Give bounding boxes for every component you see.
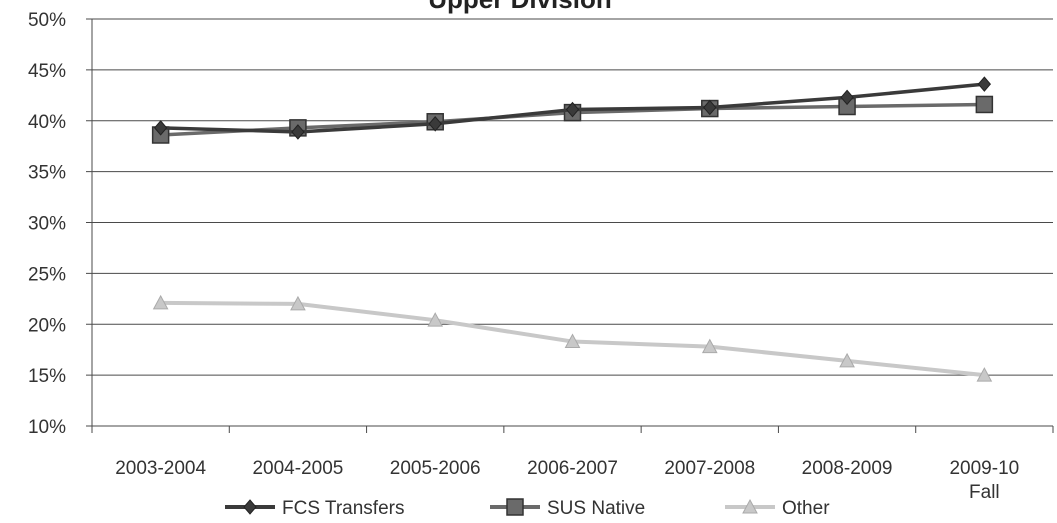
x-tick-label: 2007-2008	[664, 458, 755, 479]
data-point-fcs-transfers	[703, 99, 717, 116]
legend-label-other: Other	[782, 498, 830, 519]
gridlines	[92, 18, 1053, 376]
y-tick-label: 20%	[28, 315, 66, 336]
y-tick-label: 15%	[28, 366, 66, 387]
y-tick-label: 10%	[28, 417, 66, 438]
data-point-other	[152, 294, 169, 310]
x-tick-label: 2008-2009	[802, 458, 893, 479]
x-tick-label: 2003-2004	[115, 458, 206, 479]
data-point-other	[290, 295, 306, 311]
legend-marker-sus-native	[506, 498, 524, 516]
x-tick-label: 2009-10 Fall	[949, 458, 1019, 503]
y-tick-label: 25%	[28, 264, 66, 285]
data-point-fcs-transfers	[977, 76, 992, 92]
tick-labels: 10% 15% 20% 25% 30% 35% 40% 45% 50% 2003-2004 2004…	[28, 10, 1019, 503]
data-point-other	[427, 312, 444, 327]
legend: FCS Transfers SUS Native Other	[225, 498, 830, 519]
data-point-other	[701, 338, 718, 354]
data-point-other	[839, 352, 855, 368]
y-tick-label: 45%	[28, 61, 66, 82]
data-point-other	[976, 367, 993, 382]
data-point-fcs-transfers	[153, 120, 168, 136]
x-tick-label: 2004-2005	[252, 458, 343, 479]
axes	[86, 18, 1054, 433]
data-point-sus-native	[975, 95, 994, 114]
x-tick-label: 2006-2007	[527, 458, 618, 479]
legend-marker-other	[742, 498, 758, 514]
legend-label-fcs-transfers: FCS Transfers	[282, 498, 404, 519]
y-tick-label: 35%	[28, 163, 66, 184]
data-point-fcs-transfers	[291, 124, 305, 140]
y-tick-label: 30%	[28, 214, 66, 235]
y-tick-label: 50%	[28, 10, 66, 31]
data-point-fcs-transfers	[565, 101, 580, 118]
x-tick-label: 2005-2006	[390, 458, 481, 479]
data-point-other	[564, 333, 581, 349]
legend-marker-fcs-transfers	[243, 499, 257, 515]
data-point-fcs-transfers	[840, 89, 854, 106]
series-layer	[151, 76, 994, 382]
chart-title: Upper Division	[428, 0, 611, 14]
data-point-fcs-transfers	[428, 116, 442, 132]
legend-label-sus-native: SUS Native	[547, 498, 645, 519]
y-tick-label: 40%	[28, 112, 66, 133]
